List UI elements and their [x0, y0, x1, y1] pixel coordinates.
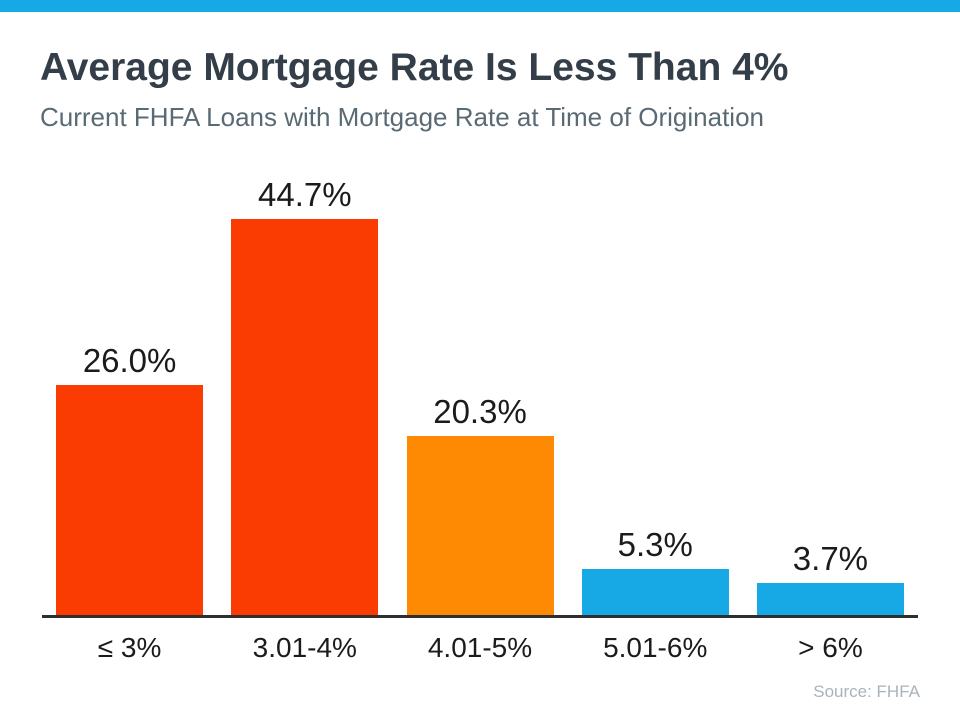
bar-group: 20.3% [392, 170, 567, 616]
category-label: 3.01-4% [252, 632, 357, 663]
bar [231, 219, 379, 616]
bar-value-label: 3.7% [792, 540, 869, 577]
page-title: Average Mortgage Rate Is Less Than 4% [40, 46, 789, 89]
x-axis-line [42, 615, 918, 618]
accent-strip [0, 0, 960, 12]
bar-value-label: 26.0% [82, 342, 177, 379]
bar-group: 26.0% [42, 170, 217, 616]
category-label: ≤ 3% [97, 632, 162, 663]
category-label: > 6% [798, 632, 863, 663]
bar [406, 436, 554, 616]
bar-chart: 26.0% 44.7% 20.3% 5.3% 3.7% [42, 170, 918, 616]
bar-value-label: 5.3% [617, 526, 693, 563]
bar-group: 44.7% [217, 170, 392, 616]
bar-group: 5.3% [568, 170, 743, 616]
category-label: 5.01-6% [603, 632, 708, 663]
source-credit: Source: FHFA [813, 682, 920, 701]
bar [756, 583, 904, 616]
page-subtitle: Current FHFA Loans with Mortgage Rate at… [40, 102, 765, 132]
bar [581, 569, 729, 616]
bar-value-label: 44.7% [258, 176, 352, 213]
bar-value-label: 20.3% [433, 393, 527, 430]
bar-group: 3.7% [743, 170, 918, 616]
category-label: 4.01-5% [427, 632, 533, 663]
x-axis-labels: ≤ 3% 3.01-4% 4.01-5% 5.01-6% > 6% [42, 632, 918, 664]
bar [56, 385, 204, 616]
